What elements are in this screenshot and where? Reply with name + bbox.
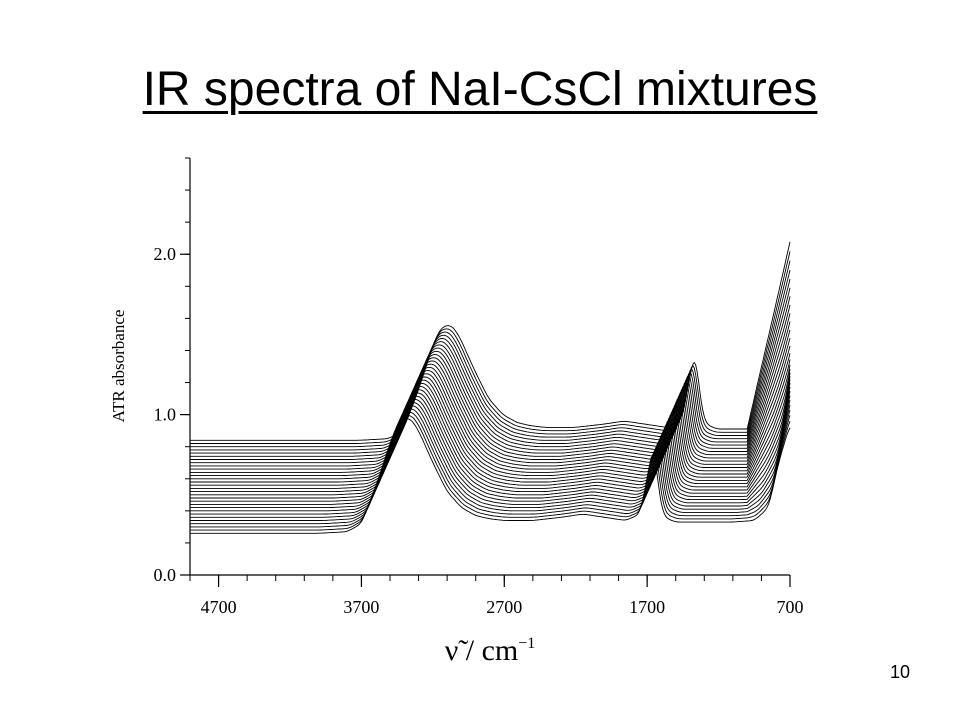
x-axis-exponent: −1: [518, 635, 535, 652]
axes-layer: 0.0 1.0 2.0 4700 3700 2700 1700 700 ATR absorban…: [109, 157, 804, 667]
spectrum-line: [190, 287, 791, 457]
series-layer: [190, 241, 791, 534]
spectrum-line: [190, 408, 791, 525]
spectrum-line: [190, 379, 791, 502]
spectrum-line: [190, 376, 791, 499]
spectrum-line: [190, 304, 791, 464]
spectrum-line: [190, 395, 791, 515]
spectrum-line: [190, 372, 791, 496]
spectrum-line: [190, 329, 791, 473]
spectrum-line: [190, 321, 791, 470]
y-tick-label: 2.0: [154, 244, 177, 264]
spectrum-line: [190, 251, 791, 444]
slide-title: IR spectra of NaI-CsCl mixtures: [0, 62, 960, 118]
x-axis-label: ν̃ / cm−1: [445, 634, 536, 667]
spectrum-line: [190, 418, 791, 534]
spectrum-line: [190, 337, 791, 477]
spectrum-line: [190, 345, 791, 480]
y-axis-label: ATR absorbance: [109, 310, 128, 423]
x-axis-unit: / cm: [458, 634, 518, 667]
slide-title-text: IR spectra of NaI-CsCl mixtures: [142, 63, 818, 116]
x-tick-label: 2700: [486, 597, 522, 617]
spectrum-line: [190, 296, 791, 460]
spectrum-line: [190, 313, 791, 467]
spectrum-line: [190, 383, 791, 505]
x-tick-label: 4700: [201, 597, 237, 617]
spectrum-line: [190, 364, 791, 489]
x-tick-label: 3700: [343, 597, 379, 617]
spectrum-line: [190, 400, 791, 518]
spectrum-line: [190, 269, 791, 451]
spectrum-line: [190, 411, 791, 528]
spectrum-line: [190, 260, 791, 448]
x-tick-label: 1700: [629, 597, 665, 617]
spectrum-line: [190, 386, 791, 509]
page-number: 10: [889, 662, 910, 682]
x-tick-label: 700: [777, 597, 804, 617]
y-tick-label: 0.0: [154, 565, 177, 585]
y-tick-label: 1.0: [154, 405, 177, 425]
spectrum-line: [190, 241, 791, 441]
spectrum-line: [190, 391, 791, 512]
spectrum-line: [190, 359, 791, 486]
spectrum-line: [190, 415, 791, 531]
spectrum-line: [190, 404, 791, 521]
spectrum-line: [190, 353, 791, 483]
spectrum-line: [190, 369, 791, 493]
